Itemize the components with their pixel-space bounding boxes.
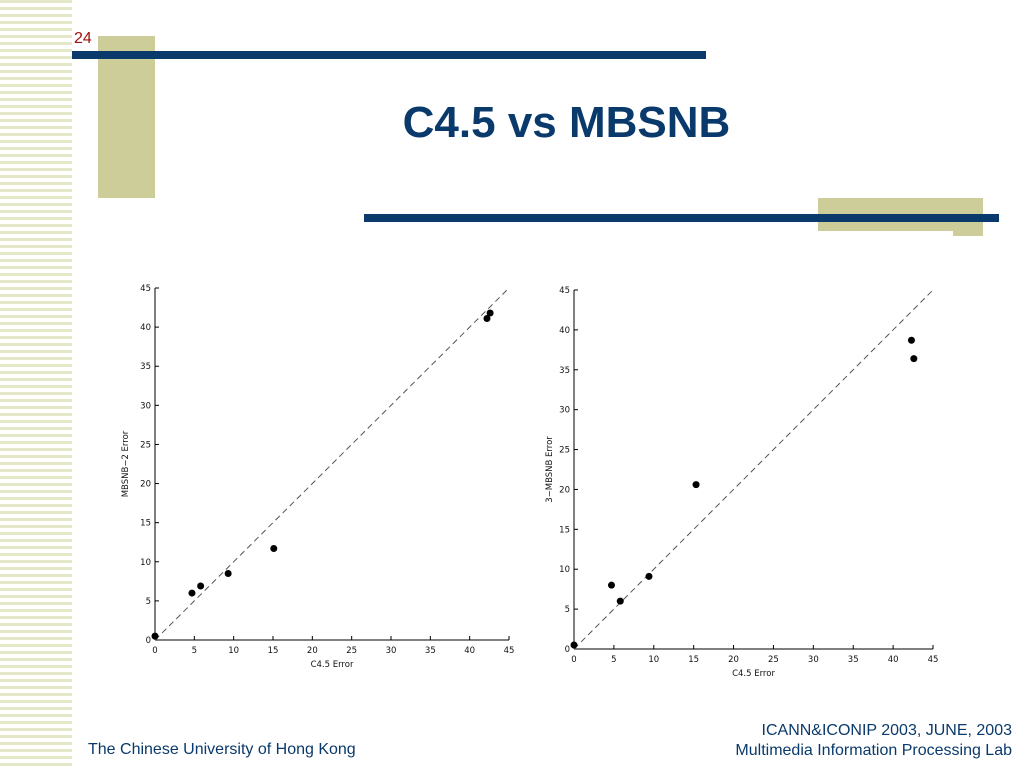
- y-tick-label: 20: [140, 480, 151, 490]
- y-tick-label: 0: [565, 645, 570, 655]
- y-axis-label: 3−MBSNB Error: [545, 436, 555, 503]
- data-point: [197, 582, 205, 590]
- y-tick-label: 35: [140, 362, 151, 372]
- y-tick-label: 5: [146, 597, 151, 607]
- x-tick-label: 20: [728, 655, 739, 665]
- scatter-chart-mbsnb2: 0 5 10 15 20 25 30 35 40 45 0 5 10 15 20 25 30 35 40 45 C4.5…: [112, 280, 522, 680]
- x-tick-label: 25: [346, 646, 357, 656]
- y-tick-label: 15: [140, 519, 151, 529]
- y-tick-label: 40: [140, 323, 151, 333]
- x-tick-label: 35: [425, 646, 436, 656]
- tan-accent-block-left: [98, 36, 155, 198]
- y-tick-label: 10: [559, 565, 570, 575]
- data-point: [224, 570, 232, 578]
- x-tick-label: 15: [688, 655, 699, 665]
- data-point: [910, 355, 918, 363]
- y-tick-label: 25: [140, 440, 151, 450]
- data-point: [151, 632, 159, 640]
- slide-title: C4.5 vs MBSNB: [402, 98, 731, 147]
- data-point: [486, 309, 494, 317]
- y-tick-label: 25: [559, 446, 570, 456]
- bottom-navy-rule: [364, 214, 999, 222]
- y-axis-label: MBSNB−2 Error: [121, 430, 131, 497]
- data-point: [570, 641, 578, 649]
- y-tick-label: 45: [140, 284, 151, 294]
- x-tick-label: 40: [464, 646, 475, 656]
- tan-accent-block-right-small: [953, 222, 983, 236]
- x-tick-label: 40: [888, 655, 899, 665]
- reference-diagonal-line: [154, 287, 510, 641]
- data-point: [645, 572, 653, 580]
- x-tick-label: 10: [228, 646, 239, 656]
- data-point: [188, 589, 196, 597]
- footer-conference-line: ICANN&ICONIP 2003, JUNE, 2003: [761, 722, 1012, 739]
- data-point: [692, 481, 700, 489]
- x-tick-label: 5: [611, 655, 616, 665]
- top-navy-rule: [72, 51, 706, 59]
- footer-conference: ICANN&ICONIP 2003, JUNE, 2003 Multimedia…: [735, 721, 1012, 761]
- y-tick-label: 35: [559, 366, 570, 376]
- x-tick-label: 10: [648, 655, 659, 665]
- y-tick-label: 40: [559, 326, 570, 336]
- x-tick-label: 30: [386, 646, 397, 656]
- x-axis-label: C4.5 Error: [732, 669, 775, 679]
- x-tick-label: 0: [152, 646, 157, 656]
- y-tick-label: 30: [559, 406, 570, 416]
- y-tick-label: 30: [140, 401, 151, 411]
- x-axis-label: C4.5 Error: [311, 660, 354, 670]
- data-point: [616, 597, 624, 605]
- footer-lab-line: Multimedia Information Processing Lab: [735, 742, 1012, 759]
- y-tick-label: 10: [140, 558, 151, 568]
- data-point: [907, 336, 915, 344]
- data-point: [270, 544, 278, 552]
- scatter-chart-mbsnb2-svg: 0 5 10 15 20 25 30 35 40 45 0 5 10 15 20 25 30 35 40 45 C4.5…: [121, 284, 515, 670]
- y-tick-label: 5: [565, 605, 570, 615]
- x-tick-label: 25: [768, 655, 779, 665]
- x-tick-label: 35: [848, 655, 859, 665]
- data-point: [483, 315, 491, 323]
- x-tick-label: 45: [928, 655, 939, 665]
- x-tick-label: 20: [307, 646, 318, 656]
- y-tick-label: 20: [559, 485, 570, 495]
- reference-diagonal-line: [573, 289, 934, 650]
- side-stripe-decoration: [0, 0, 72, 768]
- x-tick-label: 30: [808, 655, 819, 665]
- slide-number: 24: [74, 30, 92, 47]
- y-tick-label: 45: [559, 286, 570, 296]
- x-tick-label: 0: [571, 655, 576, 665]
- scatter-chart-3mbsnb: 0 5 10 15 20 25 30 35 40 45 0 5 10 15 20 25 30 35 40 45 C4.5…: [536, 282, 946, 682]
- scatter-chart-3mbsnb-svg: 0 5 10 15 20 25 30 35 40 45 0 5 10 15 20 25 30 35 40 45 C4.5…: [545, 286, 939, 679]
- y-tick-label: 0: [146, 636, 151, 646]
- x-tick-label: 15: [268, 646, 279, 656]
- data-point: [607, 581, 615, 589]
- x-tick-label: 5: [192, 646, 197, 656]
- x-tick-label: 45: [504, 646, 515, 656]
- y-tick-label: 15: [559, 525, 570, 535]
- footer-university: The Chinese University of Hong Kong: [88, 741, 356, 758]
